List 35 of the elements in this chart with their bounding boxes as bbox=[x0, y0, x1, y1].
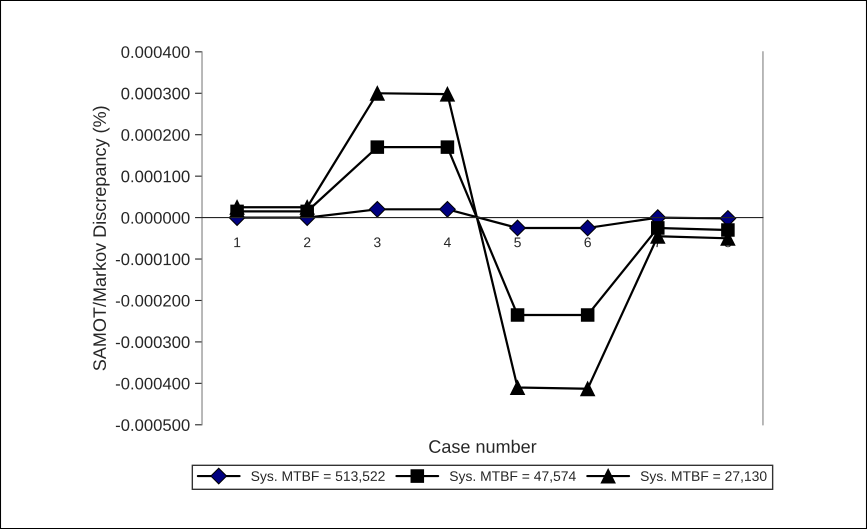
point bbox=[510, 308, 524, 322]
y-tick-label: -0.000200 bbox=[116, 294, 190, 307]
x-tick-label: 4 bbox=[444, 238, 451, 248]
x-tick-label: 3 bbox=[374, 237, 381, 248]
point bbox=[579, 220, 596, 236]
y-tick-label: -0.000400 bbox=[116, 378, 190, 390]
point bbox=[440, 86, 455, 102]
y-tick-label: 0.000000 bbox=[121, 212, 190, 224]
y-tick-label: 0.000100 bbox=[121, 170, 190, 182]
y-tick-label: -0.000100 bbox=[116, 253, 190, 266]
x-tick-label: 6 bbox=[584, 237, 591, 248]
legend-label: Sys. MTBF = 47,574 bbox=[450, 471, 576, 484]
x-tick-label: 2 bbox=[304, 237, 310, 248]
y-tick-label: -0.000500 bbox=[116, 419, 190, 431]
x-axis-title: Case number bbox=[429, 440, 536, 453]
y-tick-label: -0.000300 bbox=[116, 336, 190, 348]
point bbox=[439, 200, 456, 218]
y-tick-label: 0.000200 bbox=[121, 129, 190, 141]
point bbox=[370, 140, 384, 154]
legend-label: Sys. MTBF = 27,130 bbox=[640, 471, 767, 484]
x-tick-label: 1 bbox=[234, 238, 240, 248]
point bbox=[509, 220, 526, 236]
point bbox=[368, 200, 386, 218]
point bbox=[580, 381, 596, 396]
point bbox=[580, 308, 594, 322]
y-tick-label: 0.000300 bbox=[121, 88, 190, 100]
point bbox=[230, 200, 245, 215]
point bbox=[440, 140, 454, 154]
y-tick-label: 0.000400 bbox=[121, 46, 190, 58]
y-axis-title: SAMOT/Markov Discrepancy (%) bbox=[92, 106, 110, 370]
x-tick-label: 5 bbox=[514, 238, 521, 248]
point bbox=[510, 380, 526, 395]
legend-label: Sys. MTBF = 513,522 bbox=[251, 471, 385, 484]
point bbox=[300, 200, 315, 215]
point bbox=[370, 86, 385, 101]
